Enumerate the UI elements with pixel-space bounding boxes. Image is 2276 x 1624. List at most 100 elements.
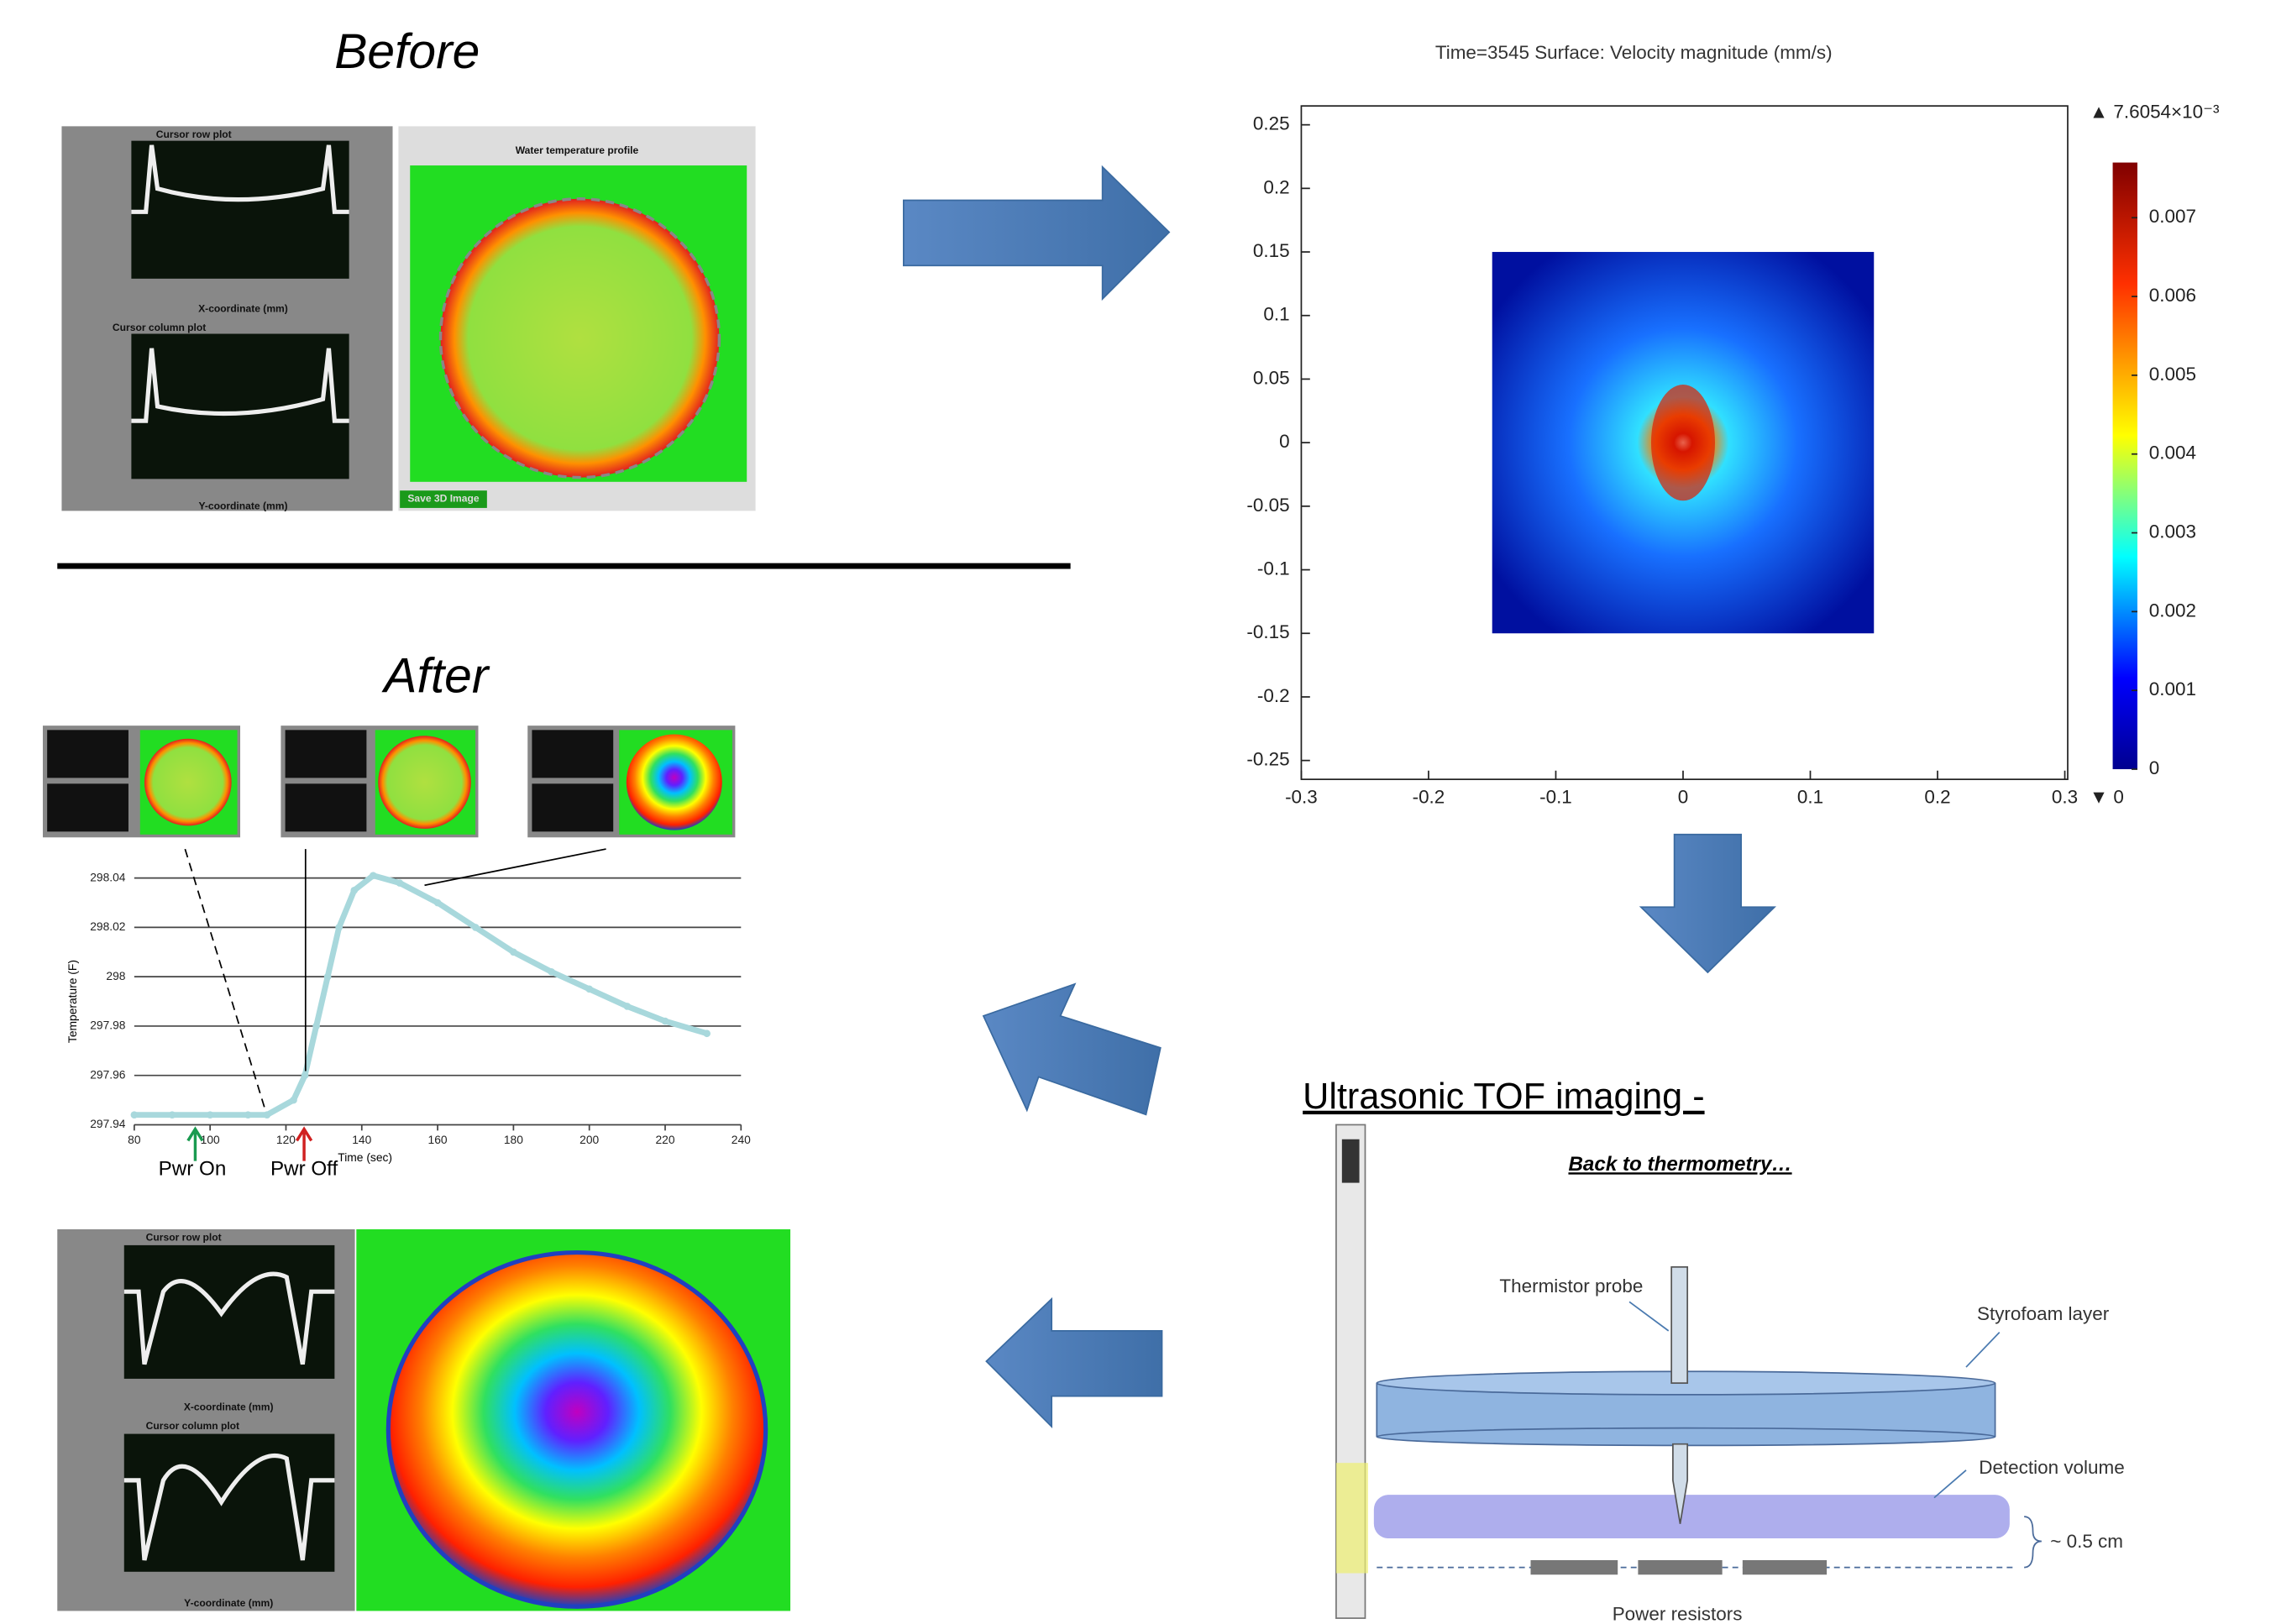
after-label: After	[381, 648, 490, 703]
colorbar-label: 0	[2149, 757, 2160, 778]
x-tick-label: 140	[352, 1133, 371, 1146]
axis-title: Y-coordinate (mm)	[184, 1597, 273, 1609]
axis-title: X-coordinate (mm)	[184, 1401, 274, 1413]
y-tick-label: 0.1	[1263, 304, 1289, 325]
data-point	[662, 1018, 669, 1025]
y-tick-label: 0.2	[1263, 176, 1289, 197]
x-tick-label: 0	[1678, 787, 1689, 808]
x-tick-label: 240	[732, 1133, 751, 1146]
panel-title: Cursor row plot	[146, 1231, 222, 1243]
probe	[1671, 1267, 1687, 1383]
y-axis-title: Temperature (F)	[66, 960, 79, 1043]
leader	[1934, 1470, 1966, 1498]
colorbar-label: 0.001	[2149, 678, 2196, 699]
x-tick-label: -0.1	[1539, 787, 1572, 808]
arrow	[983, 984, 1161, 1115]
data-point	[350, 887, 358, 894]
y-tick-label: 297.94	[90, 1117, 126, 1130]
min-label: ▼ 0	[2090, 787, 2124, 808]
thumb-plot	[532, 783, 613, 831]
pointer	[185, 849, 265, 1108]
data-point	[585, 986, 593, 993]
data-point	[548, 968, 555, 976]
thumb-plot	[47, 730, 128, 778]
x-tick-label: 180	[504, 1133, 523, 1146]
data-point	[302, 1071, 309, 1079]
panel-title: Cursor row plot	[156, 128, 232, 140]
arrow	[1641, 835, 1775, 972]
label: Power resistors	[1613, 1604, 1743, 1624]
thumb-plot	[532, 730, 613, 778]
thumb-plot	[286, 730, 367, 778]
panel-title: Cursor column plot	[113, 322, 206, 333]
leader	[1629, 1302, 1669, 1331]
x-tick-label: 80	[128, 1133, 141, 1146]
y-tick-label: 0.15	[1253, 240, 1290, 261]
brace	[2024, 1517, 2042, 1567]
styrofoam-edge	[1377, 1428, 1995, 1446]
thumb-circle	[627, 735, 722, 830]
y-tick-label: -0.15	[1246, 621, 1289, 642]
velocity-core	[1651, 385, 1715, 500]
thumb-circle	[144, 739, 232, 826]
rod-tip	[1342, 1139, 1360, 1183]
data-point	[510, 948, 517, 956]
y-tick-label: 0	[1279, 431, 1290, 452]
detection-volume	[1374, 1495, 2010, 1538]
y-tick-label: 0.05	[1253, 367, 1290, 388]
max-label: ▲ 7.6054×10⁻³	[2090, 102, 2220, 123]
thumb-circle	[378, 736, 471, 829]
colorbar-label: 0.005	[2149, 364, 2196, 385]
data-point	[370, 872, 377, 879]
data-point	[244, 1111, 252, 1118]
axis-title: X-coordinate (mm)	[198, 302, 288, 314]
data-point	[624, 1003, 632, 1010]
before-label: Before	[334, 24, 480, 79]
x-tick-label: 200	[579, 1133, 599, 1146]
data-point	[472, 924, 480, 931]
x-axis-title: Time (sec)	[338, 1150, 392, 1164]
x-tick-label: 0.1	[1797, 787, 1823, 808]
data-point	[131, 1111, 139, 1118]
data-point	[434, 899, 442, 907]
x-tick-label: 0.3	[2052, 787, 2078, 808]
heatmap	[441, 199, 720, 478]
panel-title: Water temperature profile	[516, 144, 639, 156]
y-tick-label: -0.25	[1246, 749, 1289, 770]
plot-title: Time=3545 Surface: Velocity magnitude (m…	[1435, 42, 1833, 63]
label: Styrofoam layer	[1977, 1303, 2110, 1324]
x-tick-label: -0.3	[1285, 787, 1318, 808]
resistor	[1531, 1560, 1618, 1574]
y-tick-label: -0.1	[1257, 558, 1290, 579]
button-label: Save 3D Image	[407, 493, 480, 505]
leader	[1966, 1333, 2000, 1367]
annotation: Pwr Off	[270, 1157, 338, 1180]
x-tick-label: 160	[428, 1133, 448, 1146]
data-point	[324, 973, 332, 981]
rod-highlight	[1336, 1463, 1368, 1573]
resistor	[1743, 1560, 1827, 1574]
subtitle: Back to thermometry…	[1568, 1153, 1791, 1176]
colorbar	[2113, 163, 2137, 769]
heatmap	[388, 1253, 765, 1607]
thumb-plot	[286, 783, 367, 831]
x-tick-label: 0.2	[1924, 787, 1950, 808]
plot-area	[131, 141, 349, 279]
y-tick-label: 298.02	[90, 919, 125, 933]
x-tick-label: 120	[276, 1133, 296, 1146]
y-tick-label: -0.2	[1257, 685, 1290, 706]
y-tick-label: 298	[106, 969, 125, 982]
colorbar-label: 0.006	[2149, 285, 2196, 306]
data-point	[335, 924, 343, 931]
page: Before Cursor row plot Cursor column plo…	[0, 0, 2276, 1624]
thumbnails	[43, 726, 735, 837]
figure: Before Cursor row plot Cursor column plo…	[0, 0, 2276, 1624]
data-point	[207, 1111, 214, 1118]
section-title: Ultrasonic TOF imaging -	[1303, 1077, 1704, 1117]
label: ~ 0.5 cm	[2050, 1531, 2123, 1552]
y-tick-label: -0.05	[1246, 495, 1289, 516]
data-point	[290, 1097, 297, 1104]
x-tick-label: -0.2	[1413, 787, 1445, 808]
